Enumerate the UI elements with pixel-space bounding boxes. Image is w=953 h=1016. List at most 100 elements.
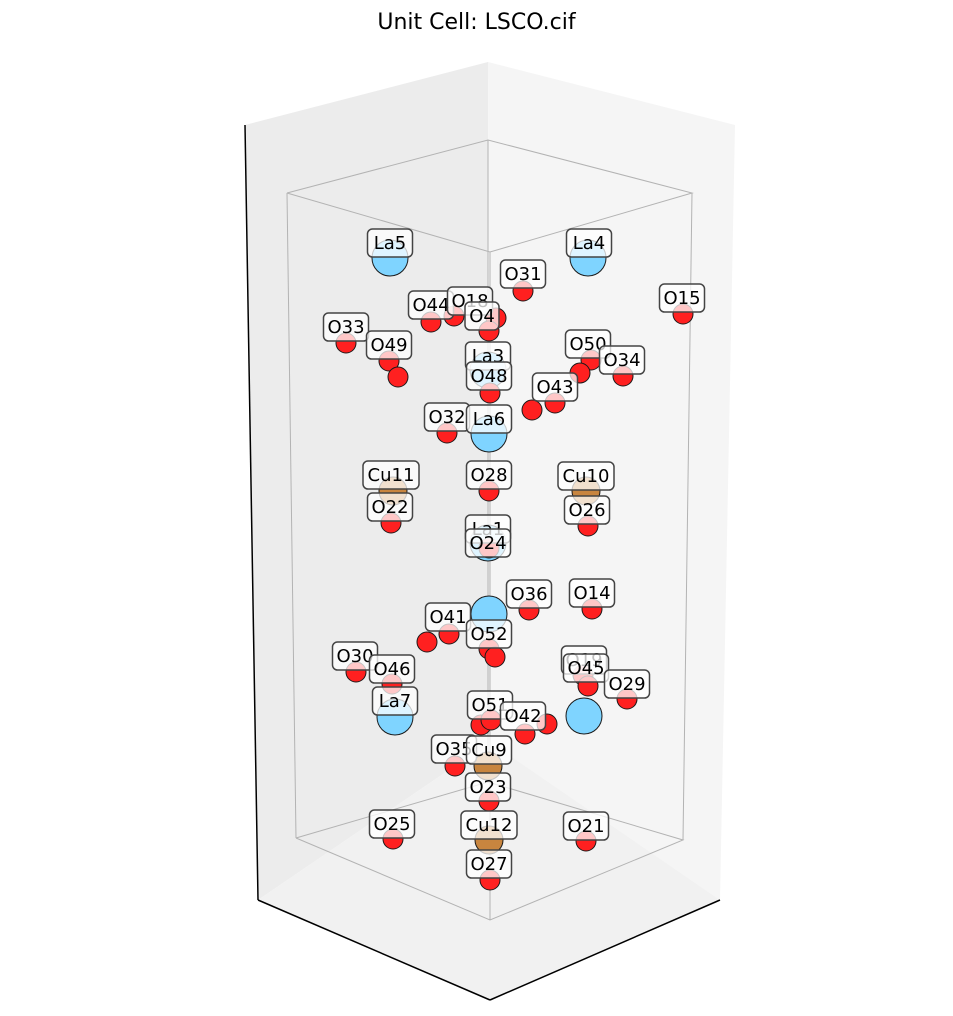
atom-label-box [562, 653, 610, 683]
atom-label: Cu12 [460, 810, 518, 840]
atom-label-box [563, 495, 611, 525]
atom-label-box [464, 772, 512, 802]
atom-label: O4 [464, 301, 500, 331]
atom-label-box [368, 654, 416, 684]
atom-label-box [557, 461, 615, 491]
atom-la [565, 697, 603, 735]
atom-label-box [465, 849, 513, 879]
atom-label-box [424, 602, 472, 632]
atom-label: O41 [424, 602, 472, 632]
atom-label-box [531, 372, 579, 402]
atom-label-box [465, 404, 513, 434]
atom-label-text: O28 [470, 465, 507, 486]
atom-label: O43 [531, 372, 579, 402]
atom-label-text: O42 [504, 706, 541, 727]
atom-label: Cu11 [362, 460, 420, 490]
atom-label-text: Cu11 [368, 465, 415, 486]
atom-label-text: O22 [371, 497, 408, 518]
atom-label: O29 [603, 669, 651, 699]
atom-label: O27 [465, 849, 513, 879]
atom-label-text: O24 [469, 533, 506, 554]
atom-label: Cu10 [557, 461, 615, 491]
atom-label: O25 [368, 809, 416, 839]
atom-label-text: Cu12 [466, 815, 513, 836]
atom-label: La5 [366, 228, 414, 258]
atom-label: La6 [465, 404, 513, 434]
atom-label: O48 [465, 361, 513, 391]
atom-label: O22 [366, 492, 414, 522]
atom-label-box [499, 259, 547, 289]
atom-label-text: O25 [373, 814, 410, 835]
atom-label-text: La5 [374, 233, 407, 254]
atom-label: O35 [430, 734, 478, 764]
atom-label: O15 [658, 283, 706, 313]
atom-label-box [603, 669, 651, 699]
axis-spine-y [489, 899, 721, 1001]
atom-label-text: O23 [469, 777, 506, 798]
atom-label-text: Cu9 [471, 740, 506, 761]
atom-label-box [658, 283, 706, 313]
atom-label-box [465, 619, 513, 649]
atom-label-text: O41 [429, 607, 466, 628]
atom-label: O52 [465, 619, 513, 649]
atom-label: O14 [568, 578, 616, 608]
atom-label: O46 [368, 654, 416, 684]
atom-o [521, 399, 543, 421]
atom-label-text: O32 [428, 407, 465, 428]
atom-label: O45 [562, 653, 610, 683]
atom-label: O44 [407, 290, 455, 320]
atom-label-text: O4 [469, 306, 495, 327]
atom-label-text: O49 [370, 335, 407, 356]
atom-label-box [366, 492, 414, 522]
atom-label-box [499, 701, 547, 731]
atom-label-text: O34 [603, 350, 640, 371]
atom-o [416, 631, 438, 653]
atom-label-text: O26 [568, 500, 605, 521]
atom-label-text: O14 [573, 583, 610, 604]
atom-label-text: O35 [435, 739, 472, 760]
atom-label: O42 [499, 701, 547, 731]
atom-label: O26 [563, 495, 611, 525]
atom-label-text: O44 [412, 295, 449, 316]
atom-label: O24 [464, 528, 512, 558]
labels-layer: La5La4O31O15O44O18O4O33O49La3O50O34O48O4… [322, 228, 706, 879]
atom-label: La4 [565, 228, 613, 258]
atom-label: O31 [499, 259, 547, 289]
plot-title: Unit Cell: LSCO.cif [377, 10, 576, 35]
atom-label-box [465, 735, 513, 765]
atom-label-box [460, 810, 518, 840]
atom-label-text: O15 [663, 288, 700, 309]
atom-label-box [362, 460, 420, 490]
atom-label-box [322, 312, 370, 342]
atom-label-text: La7 [379, 691, 412, 712]
atom-label: La7 [371, 686, 419, 716]
atom-label: O36 [505, 579, 553, 609]
atom-label-text: O30 [336, 646, 373, 667]
atom-label-text: La6 [473, 409, 506, 430]
atom-label-box [366, 228, 414, 258]
atom-label-box [371, 686, 419, 716]
atom-label-text: O52 [470, 624, 507, 645]
atom-label-text: O29 [608, 674, 645, 695]
atom-o [484, 646, 506, 668]
atom-label-box [365, 330, 413, 360]
atom-label-box [368, 809, 416, 839]
atom-label-text: O21 [567, 816, 604, 837]
atom-label-text: O46 [373, 659, 410, 680]
atom-label-text: O27 [470, 854, 507, 875]
atom-label-box [464, 528, 512, 558]
atom-label-box [465, 361, 513, 391]
atom-label-text: O36 [510, 584, 547, 605]
atom-label-box [565, 228, 613, 258]
atom-label-box [465, 460, 513, 490]
atom-label-text: La4 [573, 233, 606, 254]
atom-label: O34 [598, 345, 646, 375]
axis-spine-x [257, 899, 491, 1001]
atom-label: O49 [365, 330, 413, 360]
atom-label-text: O43 [536, 377, 573, 398]
atom-label: O28 [465, 460, 513, 490]
atom-label: O30 [331, 641, 379, 671]
atom-label-text: O51 [471, 695, 508, 716]
atom-label-text: O50 [569, 334, 606, 355]
